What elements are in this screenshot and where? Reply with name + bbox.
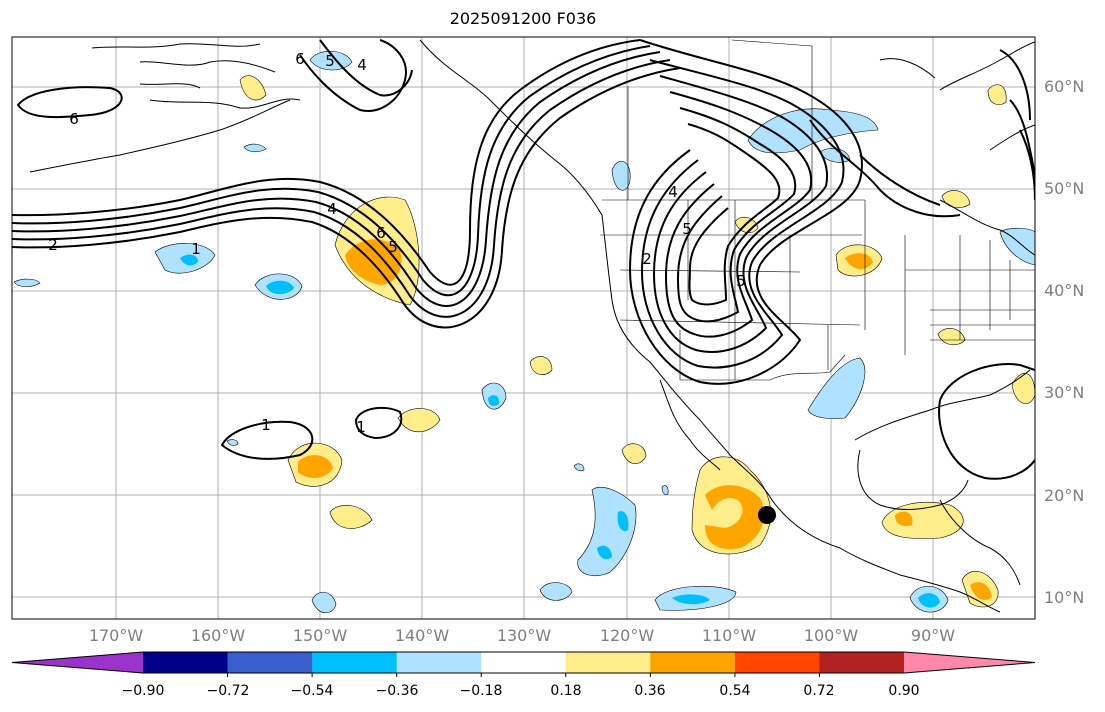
contour-label: 6: [295, 50, 305, 68]
contour-label: 6: [376, 224, 386, 242]
colorbar-segment: [481, 652, 567, 673]
lon-label: 100°W: [803, 626, 859, 645]
colorbar-tick: 0.18: [550, 683, 582, 699]
political-borders: [600, 39, 1035, 381]
lon-label: 110°W: [701, 626, 757, 645]
contour-label-group: 6 6 5 4 2 1 4 6 5 1 1 4 2 5 5: [48, 50, 746, 436]
colorbar-tick: −0.72: [206, 683, 250, 699]
colorbar-tick: −0.90: [121, 683, 165, 699]
map-frame: [11, 36, 1036, 620]
colorbar-tick: 0.54: [719, 683, 751, 699]
colorbar-outline: [11, 651, 1036, 674]
lat-label: 60°N: [1044, 77, 1085, 96]
lat-label: 50°N: [1044, 179, 1085, 198]
contour-label: 5: [736, 272, 746, 290]
colorbar-tick: 0.36: [634, 683, 666, 699]
lon-label: 130°W: [496, 626, 552, 645]
contour-label: 6: [69, 110, 79, 128]
colorbar-segment: [227, 652, 313, 673]
lon-label: 150°W: [292, 626, 348, 645]
contour-label: 2: [642, 250, 652, 268]
colorbar: [11, 651, 1036, 677]
colorbar-segment: [565, 652, 651, 673]
lat-label: 10°N: [1044, 588, 1085, 607]
lon-label: 170°W: [88, 626, 144, 645]
contour-label: 2: [48, 236, 58, 254]
contour-label: 5: [325, 52, 335, 70]
lat-label: 30°N: [1044, 383, 1085, 402]
contour-label: 4: [668, 183, 678, 201]
colorbar-segment: [396, 652, 482, 673]
colorbar-tick: 0.72: [803, 683, 835, 699]
colorbar-tick: −0.54: [290, 683, 334, 699]
lon-label: 140°W: [394, 626, 450, 645]
map-plot-area: 6 6 5 4 2 1 4 6 5 1 1 4 2 5 5: [12, 37, 1035, 619]
contour-label: 5: [682, 220, 692, 238]
contour-label: 4: [357, 56, 367, 74]
contour-label: 1: [191, 240, 201, 258]
colorbar-tick: −0.36: [375, 683, 419, 699]
colorbar-segment: [650, 652, 736, 673]
colorbar-segment: [143, 652, 229, 673]
colorbar-segment: [819, 652, 905, 673]
colorbar-tick: −0.18: [459, 683, 503, 699]
colorbar-extend-low: [12, 652, 143, 673]
lon-label: 160°W: [190, 626, 246, 645]
coastlines: [29, 39, 1035, 613]
map-title: 2025091200 F036: [449, 9, 597, 28]
contour-label: 4: [327, 200, 337, 218]
colorbar-segment: [312, 652, 398, 673]
colorbar-segment: [734, 652, 820, 673]
contour-label: 5: [388, 238, 398, 256]
contours: [12, 39, 1035, 480]
lon-label: 120°W: [599, 626, 655, 645]
contour-label: 1: [356, 418, 366, 436]
contour-label: 1: [261, 416, 271, 434]
lon-label: 90°W: [910, 626, 956, 645]
colorbar-extend-high: [904, 652, 1035, 673]
location-marker: [758, 506, 776, 524]
lat-label: 40°N: [1044, 281, 1085, 300]
colorbar-tick: 0.90: [888, 683, 920, 699]
lat-label: 20°N: [1044, 486, 1085, 505]
